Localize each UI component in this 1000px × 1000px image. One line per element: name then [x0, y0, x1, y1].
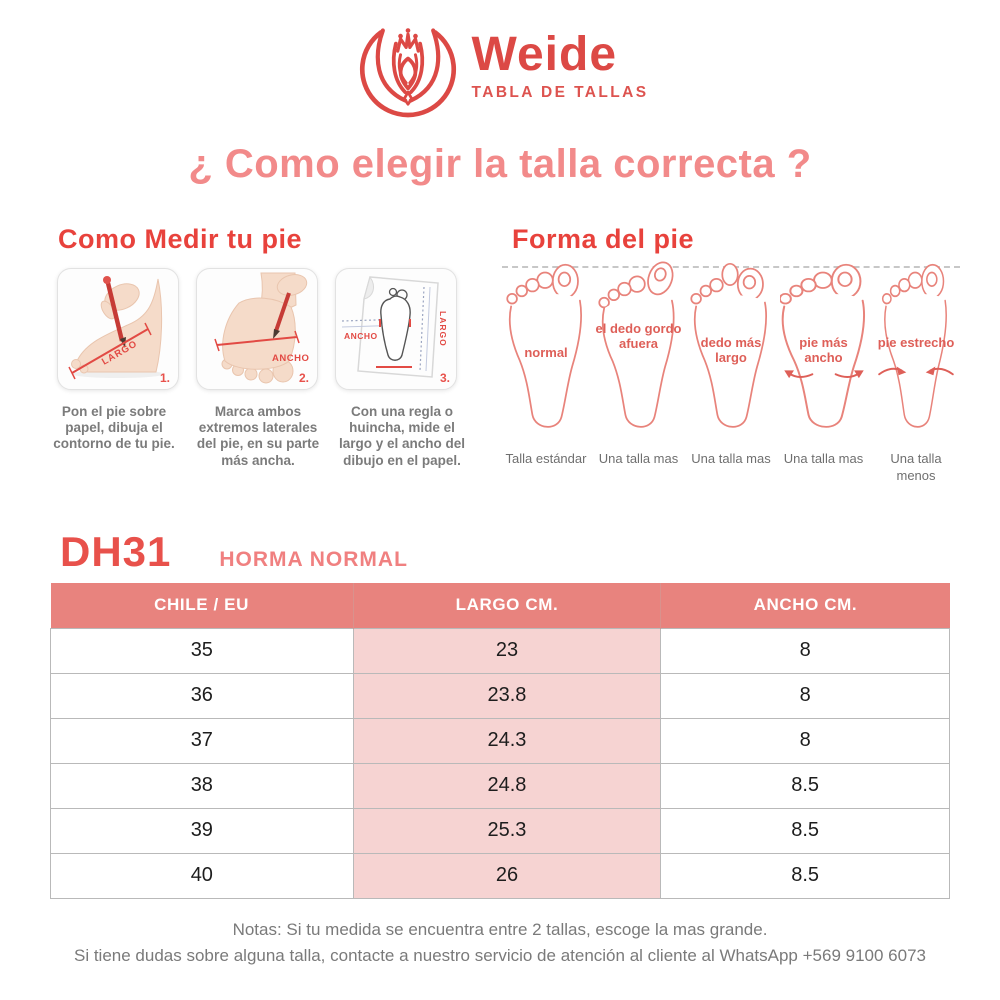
step-caption-1: Pon el pie sobre papel, dibuja el contor… — [53, 404, 175, 452]
foot-outline-big-toe-out-icon — [597, 261, 675, 428]
product-row: DH31 HORMA NORMAL — [60, 528, 408, 576]
ancho-cell: 8 — [660, 672, 950, 719]
largo-cell: 23.8 — [352, 672, 662, 719]
largo-annotation: LARGO — [438, 311, 448, 347]
largo-cell: 24.8 — [352, 762, 662, 809]
ancho-annotation: ANCHO — [344, 331, 378, 341]
foot-outline-long-toe-icon — [690, 262, 768, 428]
shape-section-heading: Forma del pie — [512, 224, 695, 254]
ancho-cell: 8.5 — [660, 852, 950, 899]
size-cell: 37 — [50, 717, 354, 764]
size-cell: 38 — [50, 762, 354, 809]
foot-outline-narrow-icon — [878, 263, 954, 428]
measure-step-card-3: ANCHO LARGO 3. — [335, 268, 457, 390]
weide-logo-icon — [359, 28, 456, 118]
note-line-2: Si tiene dudas sobre alguna talla, conta… — [74, 945, 926, 965]
step-number: 2. — [299, 371, 309, 385]
table-row: 37 24.3 8 — [50, 717, 950, 764]
column-header-chile-eu: CHILE / EU — [50, 583, 354, 628]
ancho-cell: 8 — [660, 627, 950, 674]
brand-subtitle: TABLA DE TALLAS — [471, 83, 649, 101]
foot-shape-normal: normal Talla estándar — [502, 258, 590, 485]
mark-width-illustration: ANCHO 2. — [214, 272, 309, 385]
table-row: 40 26 8.5 — [50, 852, 950, 899]
step-number: 1. — [160, 371, 170, 385]
table-row: 36 23.8 8 — [50, 672, 950, 719]
step-number: 3. — [440, 371, 450, 385]
foot-shape-long-toe: dedo más largo Una talla mas — [687, 258, 775, 485]
size-table-header-row: CHILE / EU LARGO CM. ANCHO CM. — [50, 583, 950, 628]
largo-cell: 23 — [352, 627, 662, 674]
step-caption-3: Con una regla o huincha, mide el largo y… — [338, 404, 466, 468]
foot-shape-caption: Una talla mas — [783, 451, 864, 466]
footer-notes: Notas: Si tu medida se encuentra entre 2… — [0, 917, 1000, 968]
largo-cell: 25.3 — [352, 807, 662, 854]
foot-outline-normal-icon — [506, 263, 583, 428]
column-header-largo: LARGO CM. — [352, 583, 662, 628]
foot-shape-big-toe-out: el dedo gordo afuera Una talla mas — [595, 258, 683, 485]
measure-steps: LARGO 1. ANCHO 2. — [57, 268, 459, 390]
foot-shape-narrow: pie estrecho Una talla menos — [872, 258, 960, 485]
size-cell: 35 — [50, 627, 354, 674]
size-cell: 39 — [50, 807, 354, 854]
foot-shape-wide: pie más ancho Una talla mas — [779, 258, 868, 485]
step-caption-2: Marca ambos extremos laterales del pie, … — [196, 404, 320, 468]
largo-cell: 24.3 — [352, 717, 662, 764]
note-line-1: Notas: Si tu medida se encuentra entre 2… — [232, 920, 768, 939]
ancho-cell: 8.5 — [660, 807, 950, 854]
table-row: 39 25.3 8.5 — [50, 807, 950, 854]
page-title: ¿ Como elegir la talla correcta ? — [188, 142, 812, 186]
ancho-cell: 8.5 — [660, 762, 950, 809]
ancho-annotation: ANCHO — [272, 353, 309, 364]
product-fit-label: HORMA NORMAL — [219, 548, 408, 571]
foot-outline-wide-icon — [779, 263, 865, 428]
size-cell: 36 — [50, 672, 354, 719]
foot-shape-caption: Talla estándar — [505, 451, 587, 466]
trace-foot-illustration: LARGO 1. — [68, 276, 170, 385]
ruler-paper-illustration: ANCHO LARGO 3. — [341, 275, 450, 385]
measure-step-card-1: LARGO 1. — [57, 268, 179, 390]
foot-shape-caption: Una talla menos — [890, 451, 942, 483]
table-row: 38 24.8 8.5 — [50, 762, 950, 809]
table-row: 35 23 8 — [50, 627, 950, 674]
measure-step-captions: Pon el pie sobre papel, dibuja el contor… — [48, 404, 468, 469]
product-model: DH31 — [60, 528, 172, 575]
column-header-ancho: ANCHO CM. — [660, 583, 950, 628]
foot-shapes: normal Talla estándar el dedo gordo afue… — [502, 258, 960, 485]
ancho-cell: 8 — [660, 717, 950, 764]
brand-header: Weide TABLA DE TALLAS — [0, 10, 1000, 122]
foot-shape-caption: Una talla mas — [691, 451, 771, 466]
measure-section-heading: Como Medir tu pie — [58, 224, 302, 254]
brand-name: Weide — [471, 27, 618, 81]
measure-step-card-2: ANCHO 2. — [196, 268, 318, 390]
size-cell: 40 — [50, 852, 354, 899]
foot-shape-caption: Una talla mas — [598, 451, 679, 466]
largo-cell: 26 — [352, 852, 662, 899]
size-table: CHILE / EU LARGO CM. ANCHO CM. 35 23 8 3… — [50, 583, 950, 899]
